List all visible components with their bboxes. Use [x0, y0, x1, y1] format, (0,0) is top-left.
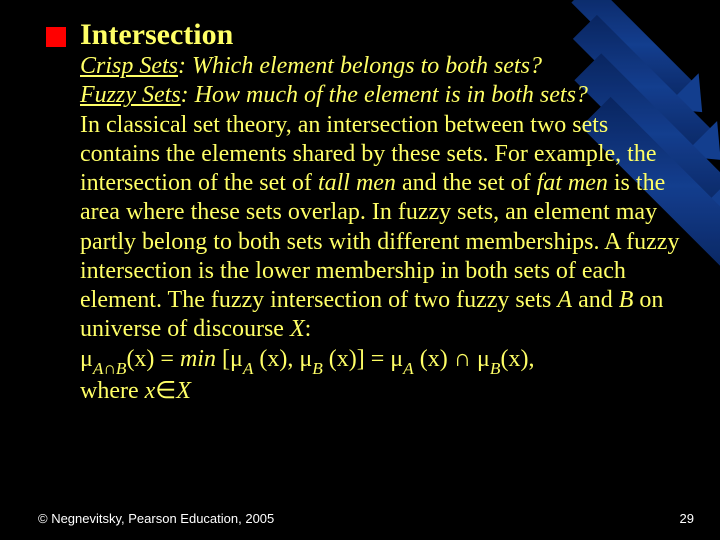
para-b: and the set of: [396, 170, 537, 196]
x-elem: x: [145, 378, 156, 404]
fuzzy-line: Fuzzy Sets: How much of the element is i…: [80, 81, 684, 110]
fx2: (x), μ: [253, 346, 312, 372]
min: min: [180, 346, 216, 372]
sub-b1: B: [116, 359, 127, 378]
sub-a2: A: [243, 359, 254, 378]
crisp-label: Crisp Sets: [80, 53, 178, 79]
tall-men: tall men: [318, 170, 396, 196]
var-a: A: [557, 287, 572, 313]
sub-b2: B: [312, 359, 323, 378]
fopen: [μ: [216, 346, 243, 372]
heading-row: Intersection: [46, 18, 684, 52]
var-x: X: [290, 316, 305, 342]
slide-heading: Intersection: [80, 18, 233, 52]
sub-cap: ∩: [103, 359, 115, 378]
formula-line: μA∩B(x) = min [μA (x), μB (x)] = μA (x) …: [80, 345, 684, 377]
bullet-icon: [46, 27, 66, 47]
copyright-footer: © Negnevitsky, Pearson Education, 2005: [38, 511, 274, 526]
crisp-line: Crisp Sets: Which element belongs to bot…: [80, 52, 684, 81]
mu-1: μ: [80, 346, 93, 372]
slide-body: Crisp Sets: Which element belongs to bot…: [80, 52, 684, 406]
elem-sym: ∈: [155, 378, 176, 404]
slide-content: Intersection Crisp Sets: Which element b…: [0, 0, 720, 406]
paragraph: In classical set theory, an intersection…: [80, 111, 684, 345]
fuzzy-label: Fuzzy Sets: [80, 82, 181, 108]
fx1: (x) =: [126, 346, 180, 372]
where-line: where x∈X: [80, 377, 684, 406]
comma: ,: [528, 346, 534, 372]
page-number: 29: [680, 511, 694, 526]
sub-a1: A: [93, 359, 104, 378]
fat-men: fat men: [537, 170, 608, 196]
where-word: where: [80, 378, 145, 404]
fuzzy-question: : How much of the element is in both set…: [181, 82, 588, 108]
fx5: (x): [500, 346, 528, 372]
var-b: B: [619, 287, 634, 313]
sub-b3: B: [490, 359, 501, 378]
sub-a3: A: [403, 359, 414, 378]
fx3: (x)] = μ: [323, 346, 403, 372]
word-and: and: [572, 287, 619, 313]
crisp-question: : Which element belongs to both sets?: [178, 53, 542, 79]
var-x2: X: [176, 378, 191, 404]
fx4: (x) ∩ μ: [414, 346, 490, 372]
colon: :: [305, 316, 312, 342]
